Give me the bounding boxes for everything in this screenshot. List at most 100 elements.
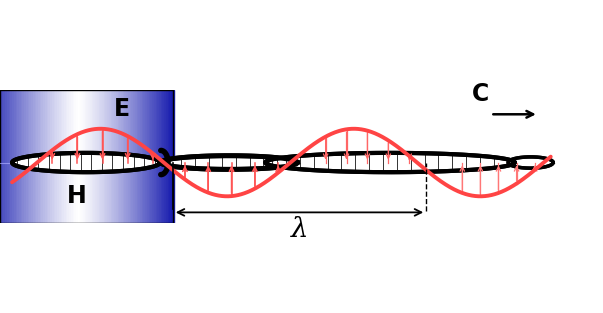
Bar <box>4 90 7 223</box>
Bar <box>133 90 136 223</box>
Bar <box>168 90 171 223</box>
Bar <box>16 90 19 223</box>
Bar <box>31 90 34 223</box>
Bar <box>142 90 145 223</box>
Bar <box>5 90 8 223</box>
Bar <box>8 90 12 223</box>
Bar <box>116 90 119 223</box>
Bar <box>26 90 30 223</box>
Bar <box>109 90 112 223</box>
Bar <box>7 90 10 223</box>
Bar <box>88 90 92 223</box>
Bar <box>98 90 102 223</box>
Bar <box>38 90 42 223</box>
Bar <box>34 90 38 223</box>
Bar <box>118 90 121 223</box>
Bar <box>74 90 78 223</box>
Bar <box>52 90 55 223</box>
Bar <box>97 90 100 223</box>
Polygon shape <box>508 157 553 168</box>
Bar <box>124 90 128 223</box>
Bar <box>80 90 83 223</box>
Bar <box>131 90 134 223</box>
Text: H: H <box>66 184 86 208</box>
Bar <box>2 90 5 223</box>
Bar <box>0 90 4 223</box>
Bar <box>92 90 95 223</box>
Bar <box>166 90 169 223</box>
Bar <box>72 90 76 223</box>
Bar <box>19 90 22 223</box>
Bar <box>121 90 124 223</box>
Bar <box>93 90 96 223</box>
Bar <box>58 90 62 223</box>
Bar <box>21 90 24 223</box>
Bar <box>71 90 74 223</box>
Polygon shape <box>12 153 160 172</box>
Bar <box>54 90 57 223</box>
Bar <box>36 90 40 223</box>
Polygon shape <box>161 156 297 169</box>
Bar <box>50 90 54 223</box>
Bar <box>69 90 72 223</box>
Bar <box>104 90 107 223</box>
Bar <box>48 90 52 223</box>
Bar <box>150 90 154 223</box>
Bar <box>30 90 33 223</box>
Bar <box>147 90 150 223</box>
Bar <box>46 90 50 223</box>
Bar <box>84 90 88 223</box>
Bar <box>62 90 66 223</box>
Bar <box>24 90 28 223</box>
Text: λ: λ <box>291 216 308 244</box>
Bar <box>171 90 174 223</box>
Bar <box>136 90 140 223</box>
Bar <box>33 90 36 223</box>
Text: E: E <box>114 97 130 121</box>
Bar <box>162 90 166 223</box>
Bar <box>22 90 26 223</box>
Bar <box>43 90 46 223</box>
Bar <box>12 90 16 223</box>
Bar <box>83 90 86 223</box>
Bar <box>95 90 98 223</box>
Bar <box>17 90 21 223</box>
Bar <box>64 90 68 223</box>
Text: C: C <box>472 82 490 106</box>
Bar <box>60 90 64 223</box>
Bar <box>10 90 14 223</box>
Bar <box>110 90 114 223</box>
Bar <box>86 90 90 223</box>
Bar <box>66 90 69 223</box>
Bar <box>144 90 147 223</box>
Bar <box>90 90 93 223</box>
Bar <box>100 90 104 223</box>
Bar <box>106 90 109 223</box>
Bar <box>154 90 157 223</box>
Bar <box>119 90 122 223</box>
Bar <box>161 90 164 223</box>
Bar <box>169 90 172 223</box>
Bar <box>76 90 80 223</box>
Bar <box>14 90 17 223</box>
Bar <box>152 90 156 223</box>
Bar <box>40 90 43 223</box>
Bar <box>112 90 116 223</box>
Bar <box>28 90 31 223</box>
Bar <box>130 90 133 223</box>
Bar <box>145 90 148 223</box>
Bar <box>57 90 60 223</box>
Bar <box>138 90 142 223</box>
Bar <box>126 90 130 223</box>
Bar <box>135 90 138 223</box>
Polygon shape <box>265 153 514 172</box>
Bar <box>149 90 152 223</box>
Bar <box>78 90 81 223</box>
Bar <box>156 90 159 223</box>
Bar <box>114 90 118 223</box>
Bar <box>107 90 110 223</box>
Bar <box>123 90 126 223</box>
Bar <box>102 90 106 223</box>
Bar <box>81 90 84 223</box>
Bar <box>140 90 144 223</box>
